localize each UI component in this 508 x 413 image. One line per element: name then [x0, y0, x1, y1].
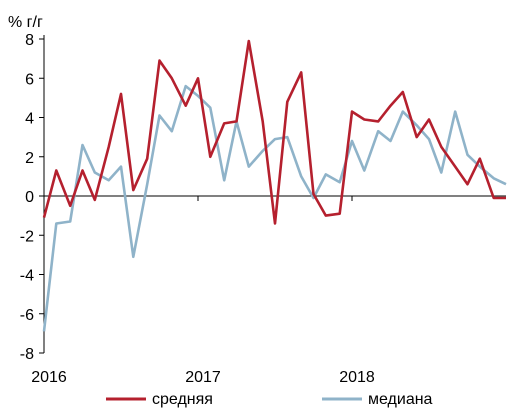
y-tick-label: 2 [25, 150, 34, 167]
x-tick-label: 2016 [31, 369, 67, 386]
y-tick-label: 8 [25, 32, 34, 49]
y-tick-label: 6 [25, 71, 34, 88]
y-tick-label: -8 [20, 346, 34, 363]
series-lines [42, 39, 507, 332]
y-tick-label: 0 [25, 189, 34, 206]
legend-label: средняя [152, 391, 213, 408]
y-tick-label: -2 [20, 228, 34, 245]
y-axis-label: % г/г [8, 14, 43, 31]
y-axis: -8 -6 -4 -2 0 2 4 6 8 [20, 32, 45, 363]
series-line-mediana [42, 84, 507, 332]
y-tick-label: -4 [20, 268, 34, 285]
y-tick-label: 4 [25, 111, 34, 128]
x-axis: 2016 2017 2018 [31, 195, 506, 386]
y-tick-label: -6 [20, 307, 34, 324]
x-tick-label: 2018 [339, 369, 375, 386]
legend-label: медиана [368, 391, 433, 408]
legend: средняя медиана [106, 391, 433, 408]
x-tick-label: 2017 [185, 369, 221, 386]
series-line-srednyaya [42, 39, 506, 225]
